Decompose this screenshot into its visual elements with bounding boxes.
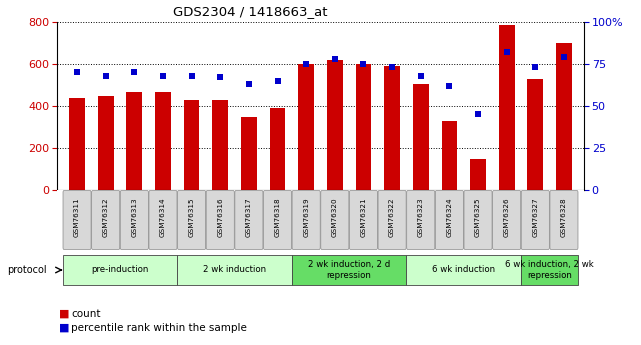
FancyBboxPatch shape — [235, 190, 263, 249]
Text: GSM76323: GSM76323 — [418, 197, 424, 237]
Point — [473, 112, 483, 117]
Point — [301, 61, 312, 67]
Point — [501, 49, 512, 55]
FancyBboxPatch shape — [92, 190, 120, 249]
Bar — [184, 100, 199, 190]
Text: GSM76317: GSM76317 — [246, 197, 252, 237]
Bar — [241, 117, 257, 190]
Text: GSM76327: GSM76327 — [532, 197, 538, 237]
Text: GSM76313: GSM76313 — [131, 197, 137, 237]
Bar — [470, 158, 486, 190]
Bar — [98, 96, 113, 190]
Text: 6 wk induction, 2 wk
repression: 6 wk induction, 2 wk repression — [505, 260, 594, 280]
Point — [444, 83, 454, 89]
Text: GSM76316: GSM76316 — [217, 197, 223, 237]
Point — [559, 55, 569, 60]
FancyBboxPatch shape — [121, 190, 148, 249]
Text: percentile rank within the sample: percentile rank within the sample — [71, 323, 247, 333]
Bar — [528, 79, 543, 190]
Point — [272, 78, 283, 83]
Point — [387, 65, 397, 70]
Bar — [327, 60, 343, 190]
Text: GSM76322: GSM76322 — [389, 197, 395, 237]
Text: GSM76321: GSM76321 — [360, 197, 367, 237]
Text: GSM76325: GSM76325 — [475, 197, 481, 237]
FancyBboxPatch shape — [206, 190, 235, 249]
FancyBboxPatch shape — [521, 255, 578, 285]
Point — [244, 81, 254, 87]
Point — [415, 73, 426, 79]
FancyBboxPatch shape — [178, 190, 206, 249]
Bar — [356, 64, 371, 190]
FancyBboxPatch shape — [521, 190, 549, 249]
Text: 6 wk induction: 6 wk induction — [432, 266, 495, 275]
Text: GSM76312: GSM76312 — [103, 197, 109, 237]
FancyBboxPatch shape — [349, 190, 378, 249]
FancyBboxPatch shape — [149, 190, 177, 249]
Bar — [442, 121, 457, 190]
Text: 2 wk induction, 2 d
repression: 2 wk induction, 2 d repression — [308, 260, 390, 280]
Bar — [298, 64, 314, 190]
FancyBboxPatch shape — [292, 255, 406, 285]
Text: count: count — [71, 309, 101, 319]
FancyBboxPatch shape — [550, 190, 578, 249]
FancyBboxPatch shape — [464, 190, 492, 249]
FancyBboxPatch shape — [493, 190, 520, 249]
Bar — [499, 25, 515, 190]
Bar — [212, 100, 228, 190]
Point — [72, 70, 82, 75]
Point — [215, 75, 226, 80]
Point — [101, 73, 111, 79]
FancyBboxPatch shape — [406, 190, 435, 249]
Text: protocol: protocol — [7, 265, 47, 275]
Point — [187, 73, 197, 79]
FancyBboxPatch shape — [178, 255, 292, 285]
FancyBboxPatch shape — [63, 255, 178, 285]
FancyBboxPatch shape — [292, 190, 320, 249]
Text: GSM76326: GSM76326 — [504, 197, 510, 237]
Text: GDS2304 / 1418663_at: GDS2304 / 1418663_at — [173, 5, 328, 18]
Bar — [69, 98, 85, 190]
FancyBboxPatch shape — [63, 190, 91, 249]
Text: 2 wk induction: 2 wk induction — [203, 266, 266, 275]
FancyBboxPatch shape — [263, 190, 292, 249]
FancyBboxPatch shape — [378, 190, 406, 249]
FancyBboxPatch shape — [406, 255, 521, 285]
FancyBboxPatch shape — [320, 190, 349, 249]
Bar — [126, 92, 142, 190]
Point — [530, 65, 540, 70]
Text: GSM76320: GSM76320 — [332, 197, 338, 237]
Text: ■: ■ — [59, 309, 69, 319]
Text: GSM76311: GSM76311 — [74, 197, 80, 237]
Text: GSM76319: GSM76319 — [303, 197, 309, 237]
Text: GSM76328: GSM76328 — [561, 197, 567, 237]
Text: GSM76318: GSM76318 — [274, 197, 281, 237]
Bar — [270, 108, 285, 190]
Text: pre-induction: pre-induction — [91, 266, 149, 275]
FancyBboxPatch shape — [435, 190, 463, 249]
Text: GSM76315: GSM76315 — [188, 197, 195, 237]
Text: GSM76324: GSM76324 — [446, 197, 453, 237]
Text: ■: ■ — [59, 323, 69, 333]
Bar — [556, 43, 572, 190]
Text: GSM76314: GSM76314 — [160, 197, 166, 237]
Bar — [155, 92, 171, 190]
Point — [158, 73, 168, 79]
Point — [358, 61, 369, 67]
Bar — [413, 84, 429, 190]
Point — [329, 56, 340, 62]
Point — [129, 70, 140, 75]
Bar — [384, 66, 400, 190]
